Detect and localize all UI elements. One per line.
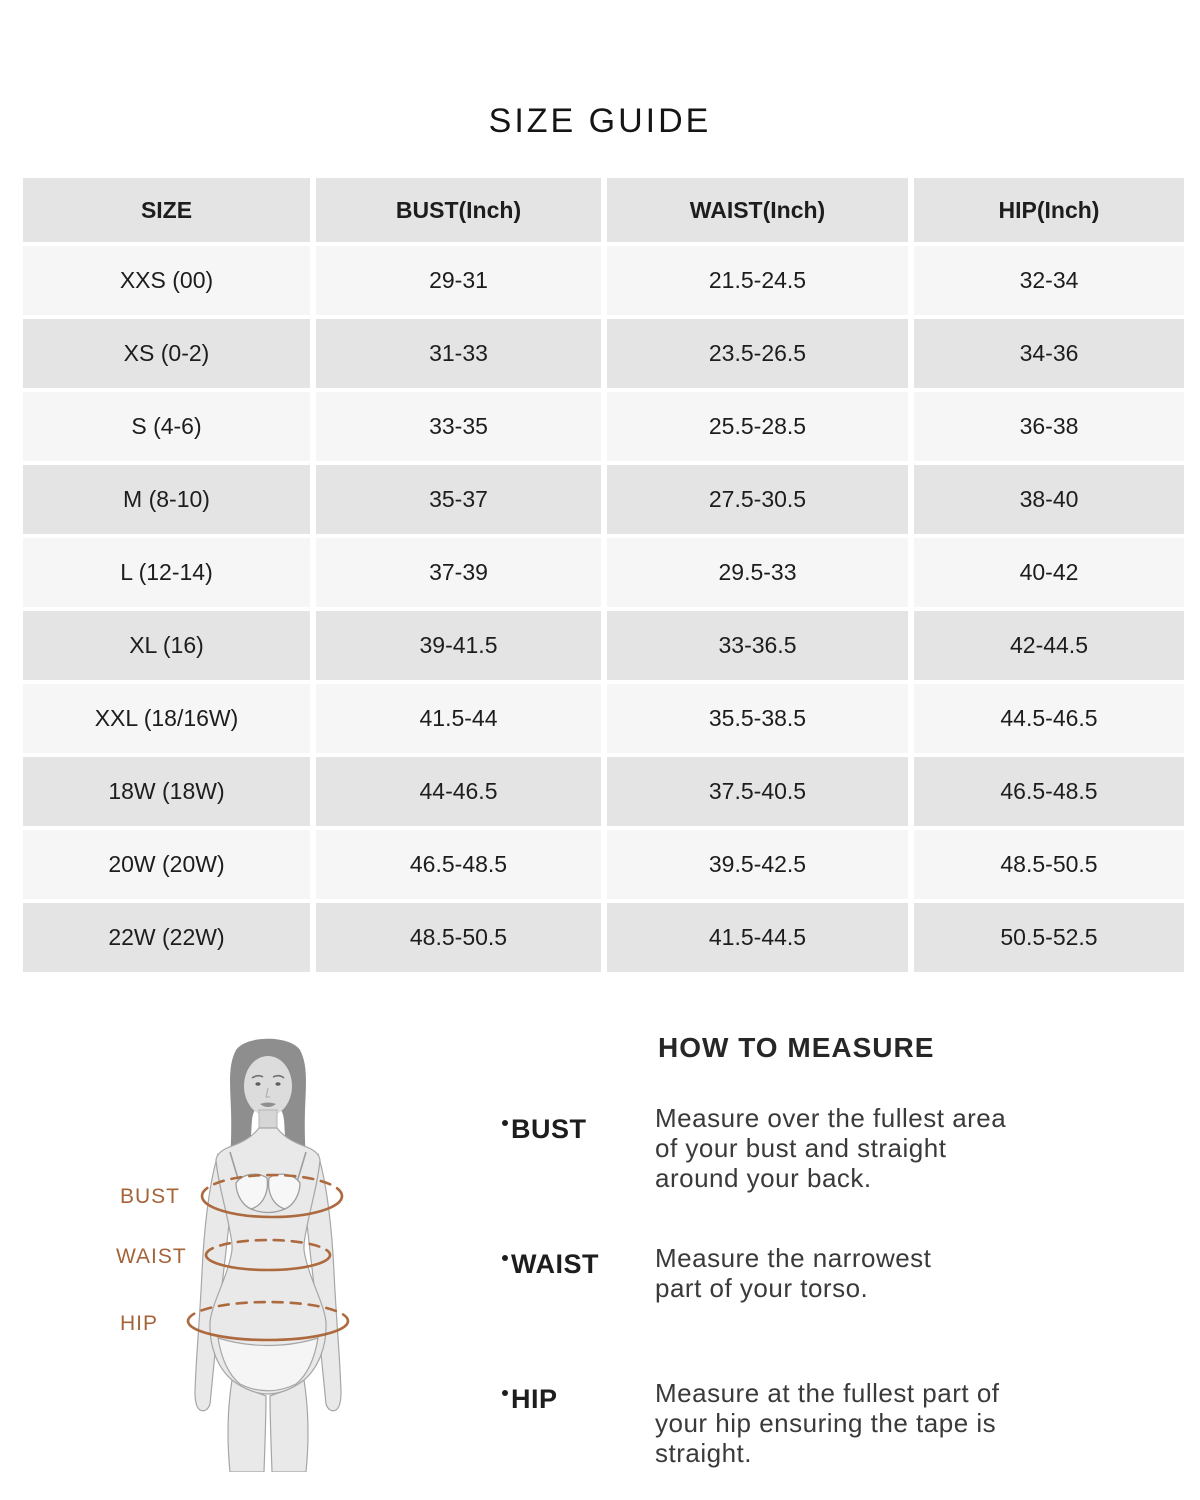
table-cell: 35-37 — [316, 465, 601, 534]
header-waist: WAIST(Inch) — [607, 178, 908, 242]
table-cell: XXS (00) — [23, 246, 310, 315]
table-cell: 44.5-46.5 — [914, 684, 1184, 753]
size-table: SIZE BUST(Inch) WAIST(Inch) HIP(Inch) XX… — [23, 178, 1184, 972]
header-hip: HIP(Inch) — [914, 178, 1184, 242]
table-cell: 46.5-48.5 — [914, 757, 1184, 826]
measure-label-hip: HIP — [502, 1384, 558, 1415]
table-cell: 25.5-28.5 — [607, 392, 908, 461]
table-cell: 21.5-24.5 — [607, 246, 908, 315]
table-cell: 29.5-33 — [607, 538, 908, 607]
table-cell: 18W (18W) — [23, 757, 310, 826]
table-cell: 23.5-26.5 — [607, 319, 908, 388]
page-title: SIZE GUIDE — [488, 102, 712, 140]
bullet-icon — [502, 1255, 508, 1261]
lips — [260, 1102, 276, 1107]
figure-label-hip: HIP — [120, 1312, 159, 1335]
table-cell: 29-31 — [316, 246, 601, 315]
table-cell: 36-38 — [914, 392, 1184, 461]
table-cell: 22W (22W) — [23, 903, 310, 972]
table-cell: 31-33 — [316, 319, 601, 388]
table-cell: 37-39 — [316, 538, 601, 607]
table-cell: 34-36 — [914, 319, 1184, 388]
figure-label-waist: WAIST — [116, 1245, 187, 1268]
woman-figure-illustration — [186, 1038, 350, 1472]
table-cell: 38-40 — [914, 465, 1184, 534]
table-cell: S (4-6) — [23, 392, 310, 461]
table-cell: 42-44.5 — [914, 611, 1184, 680]
table-cell: 20W (20W) — [23, 830, 310, 899]
table-cell: XL (16) — [23, 611, 310, 680]
table-cell: 48.5-50.5 — [316, 903, 601, 972]
table-cell: 33-35 — [316, 392, 601, 461]
table-cell: 50.5-52.5 — [914, 903, 1184, 972]
table-cell: 39-41.5 — [316, 611, 601, 680]
table-cell: 41.5-44 — [316, 684, 601, 753]
measure-desc-waist: Measure the narrowest part of your torso… — [655, 1243, 932, 1303]
bra-left-cup — [235, 1173, 269, 1210]
table-cell: 32-34 — [914, 246, 1184, 315]
table-cell: M (8-10) — [23, 465, 310, 534]
header-size: SIZE — [23, 178, 310, 242]
panties — [217, 1337, 319, 1392]
waist-measure-line — [204, 1254, 332, 1272]
bullet-icon — [502, 1120, 508, 1126]
table-cell: 41.5-44.5 — [607, 903, 908, 972]
measure-desc-hip: Measure at the fullest part of your hip … — [655, 1378, 1000, 1468]
measure-label-waist: WAIST — [502, 1249, 599, 1280]
bullet-icon — [502, 1390, 508, 1396]
how-to-measure-heading: HOW TO MEASURE — [658, 1032, 935, 1063]
bust-measure-line-dashed — [200, 1173, 344, 1198]
header-bust: BUST(Inch) — [316, 178, 601, 242]
hip-measure-line — [186, 1320, 350, 1342]
measure-label-bust: BUST — [502, 1114, 587, 1145]
table-cell: 33-36.5 — [607, 611, 908, 680]
table-cell: 27.5-30.5 — [607, 465, 908, 534]
table-cell: 44-46.5 — [316, 757, 601, 826]
table-cell: XXL (18/16W) — [23, 684, 310, 753]
bust-measure-line — [200, 1195, 344, 1219]
table-cell: 39.5-42.5 — [607, 830, 908, 899]
table-cell: 48.5-50.5 — [914, 830, 1184, 899]
table-cell: 37.5-40.5 — [607, 757, 908, 826]
table-cell: 35.5-38.5 — [607, 684, 908, 753]
measurement-diagram: BUST WAIST HIP — [100, 1032, 400, 1472]
table-cell: 46.5-48.5 — [316, 830, 601, 899]
waist-measure-line-dashed — [204, 1238, 332, 1257]
table-cell: 40-42 — [914, 538, 1184, 607]
measure-desc-bust: Measure over the fullest area of your bu… — [655, 1103, 1007, 1193]
face — [244, 1056, 292, 1116]
table-cell: L (12-14) — [23, 538, 310, 607]
figure-label-bust: BUST — [120, 1185, 181, 1208]
table-cell: XS (0-2) — [23, 319, 310, 388]
